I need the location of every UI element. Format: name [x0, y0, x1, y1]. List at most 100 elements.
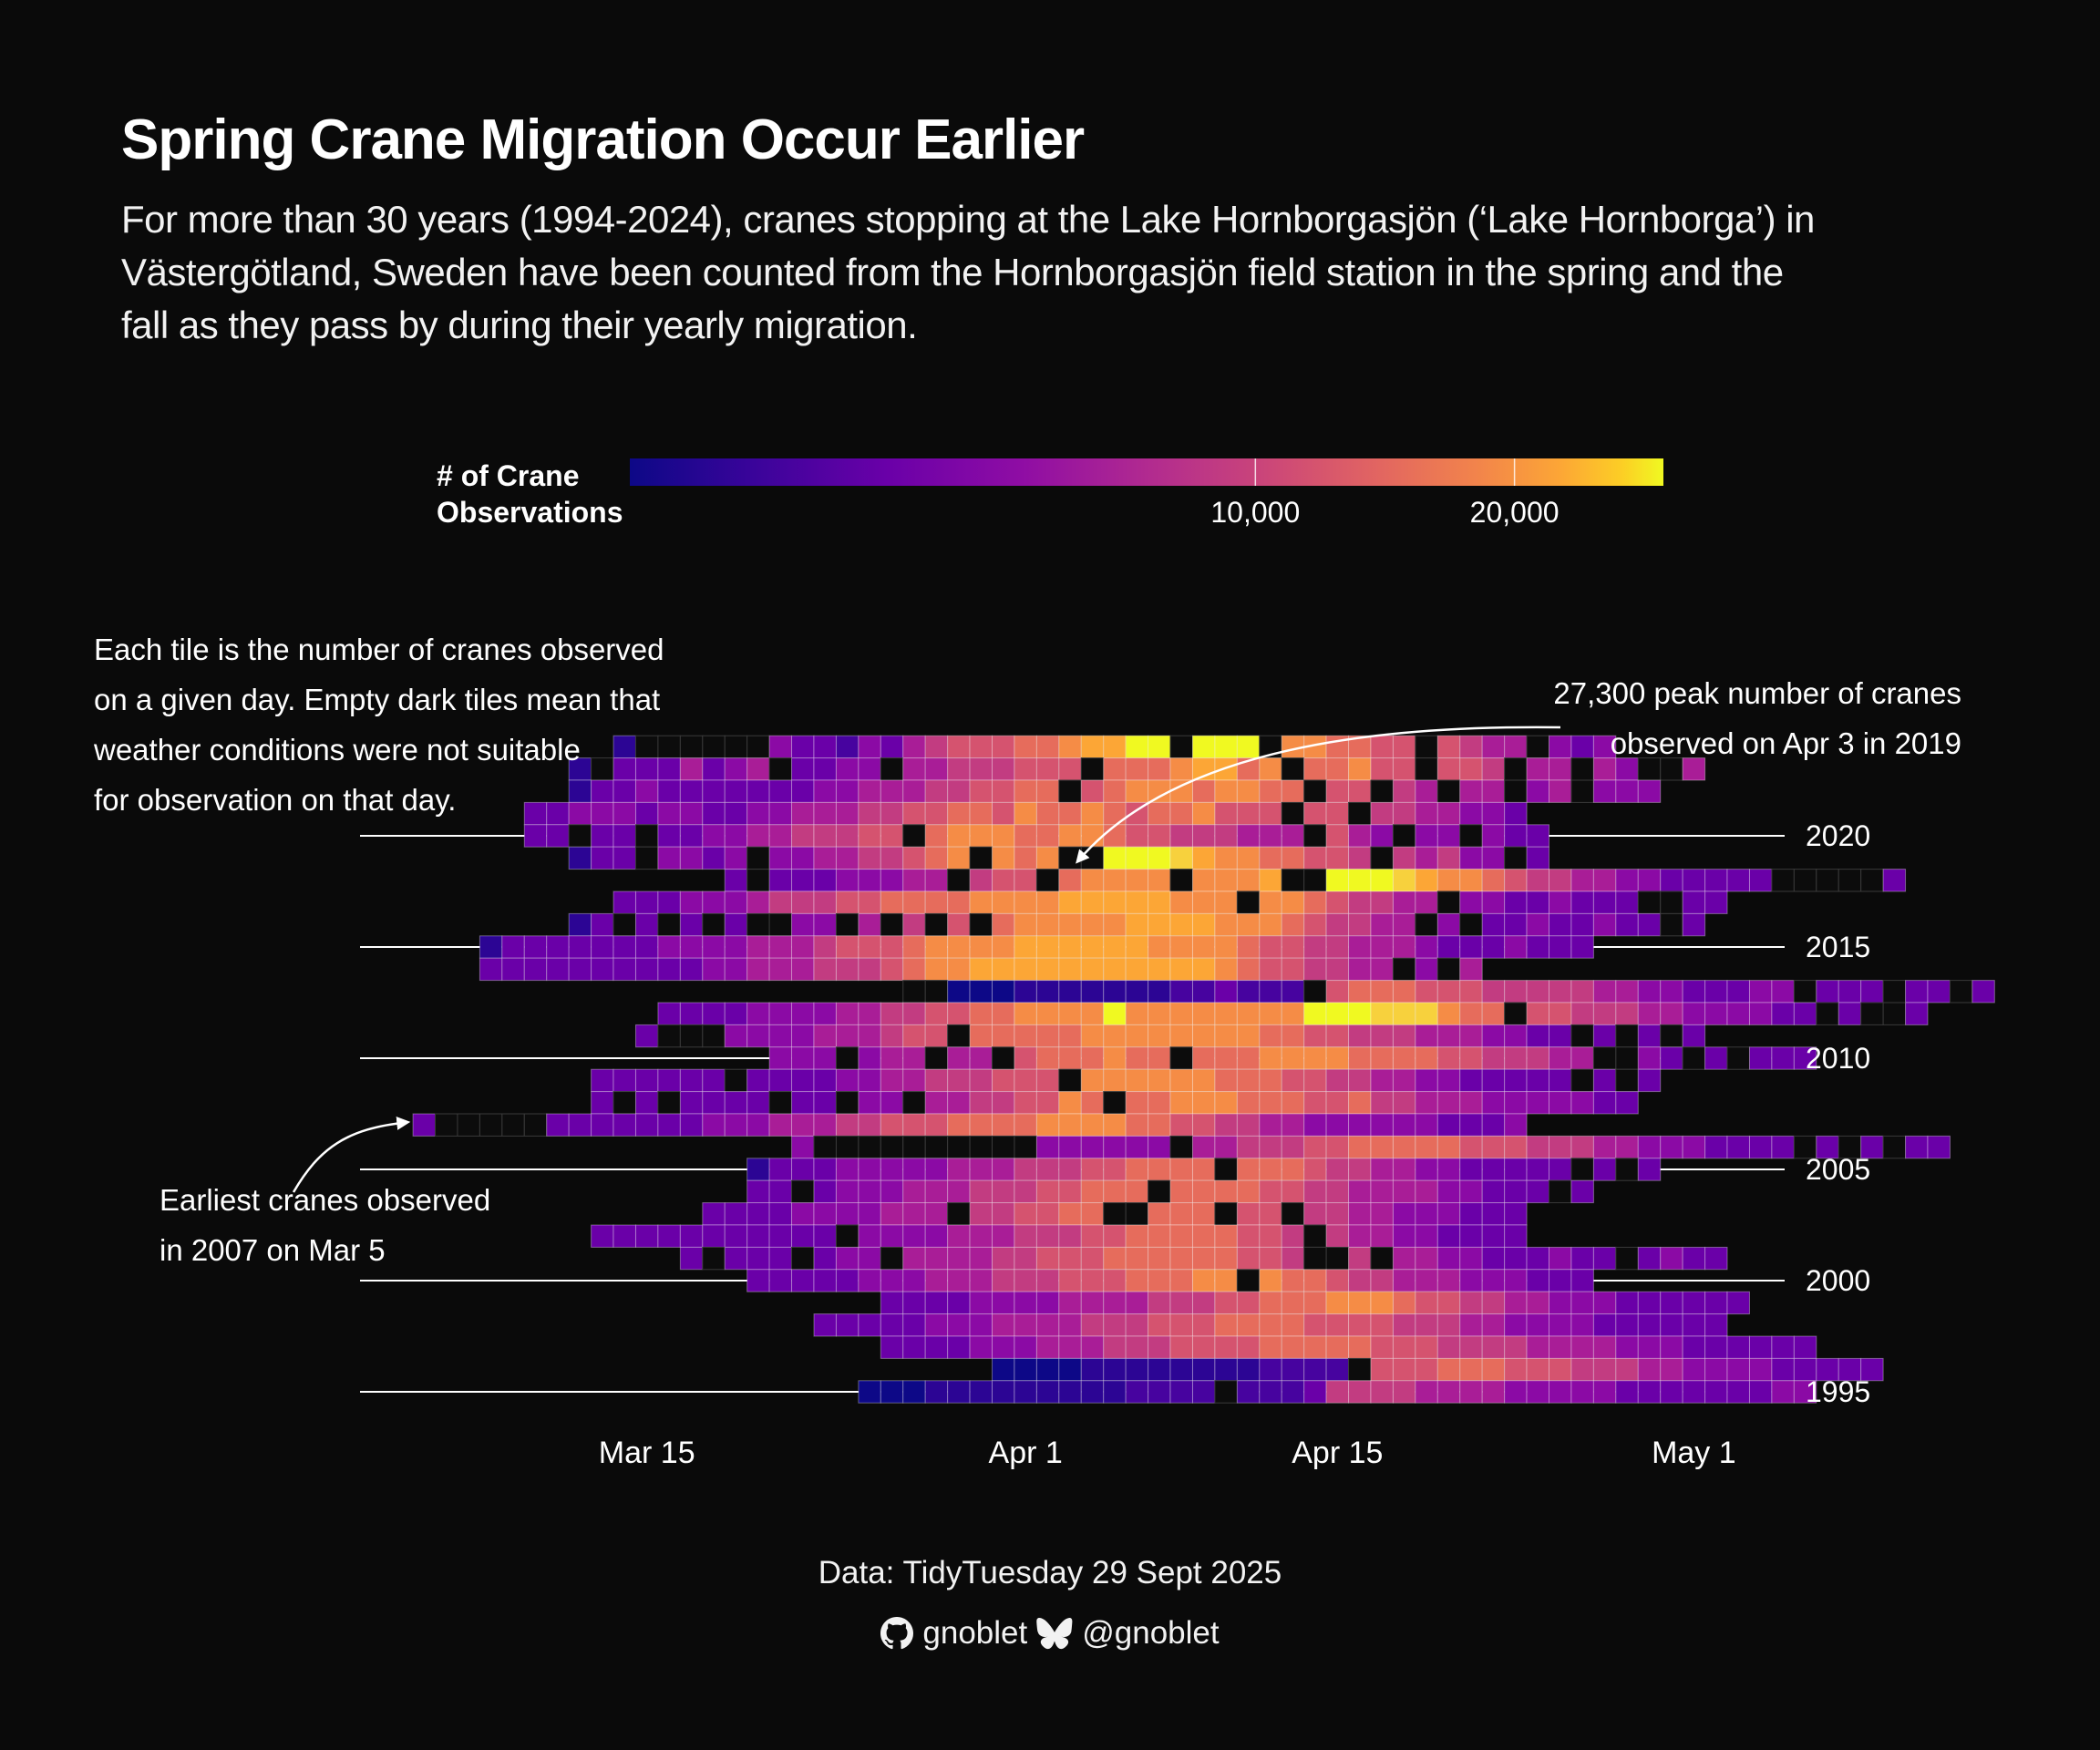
heatmap-tile — [568, 846, 592, 870]
heatmap-tile — [1526, 1024, 1550, 1048]
heatmap-tile — [591, 846, 614, 870]
heatmap-tile — [880, 1291, 904, 1315]
heatmap-tile — [1392, 801, 1416, 826]
heatmap-tile — [1125, 735, 1149, 759]
heatmap-tile — [902, 1158, 926, 1181]
heatmap-tile — [1682, 1291, 1706, 1315]
heatmap-tile — [768, 735, 793, 759]
heatmap-tile — [724, 779, 748, 803]
heatmap-tile — [1148, 846, 1171, 870]
heatmap-tile — [924, 1002, 949, 1025]
heatmap-tile — [1058, 824, 1082, 848]
heatmap-tile — [813, 1002, 837, 1025]
heatmap-tile — [1481, 1024, 1506, 1048]
heatmap-tile — [813, 1135, 837, 1159]
heatmap-tile — [657, 846, 681, 870]
heatmap-tile — [1370, 1158, 1394, 1181]
heatmap-tile — [924, 1269, 949, 1292]
heatmap-tile — [1191, 1224, 1216, 1248]
heatmap-tile — [679, 846, 704, 870]
heatmap-tile — [1169, 1068, 1193, 1093]
heatmap-tile — [858, 1380, 881, 1404]
heatmap-tile — [858, 1113, 881, 1137]
heatmap-tile — [1615, 1135, 1639, 1159]
heatmap-tile — [902, 1179, 926, 1204]
heatmap-tile — [591, 779, 614, 803]
heatmap-tile — [1415, 1313, 1438, 1337]
heatmap-tile — [1080, 1091, 1105, 1115]
heatmap-tile — [746, 1024, 770, 1048]
heatmap-tile — [1459, 1313, 1483, 1337]
heatmap-tile — [1259, 1202, 1282, 1226]
heatmap-tile — [1526, 1380, 1550, 1404]
heatmap-tile — [835, 1313, 860, 1337]
heatmap-tiles — [412, 735, 1995, 1404]
heatmap-tile — [1303, 846, 1327, 870]
heatmap-tile — [724, 1002, 748, 1025]
heatmap-tile — [1570, 980, 1594, 1004]
heatmap-tile — [746, 801, 770, 826]
heatmap-tile — [591, 1068, 614, 1093]
heatmap-tile — [1436, 1002, 1461, 1025]
heatmap-tile — [612, 801, 636, 826]
heatmap-tile — [1325, 935, 1350, 959]
heatmap-tile — [1592, 1158, 1617, 1181]
heatmap-tile — [1504, 1158, 1528, 1181]
heatmap-tile — [1148, 890, 1171, 914]
heatmap-tile — [992, 824, 1015, 848]
heatmap-tile — [612, 912, 636, 937]
heatmap-tile — [1415, 1202, 1438, 1226]
heatmap-tile — [1236, 935, 1261, 959]
heatmap-tile — [1259, 1335, 1282, 1359]
heatmap-tile — [858, 1068, 881, 1093]
heatmap-tile — [1281, 1068, 1305, 1093]
heatmap-tile — [591, 824, 614, 848]
heatmap-tile — [1236, 1380, 1261, 1404]
heatmap-tile — [1436, 824, 1461, 848]
heatmap-tile — [1549, 1335, 1572, 1359]
heatmap-tile — [1303, 1158, 1327, 1181]
heatmap-tile — [1035, 801, 1060, 826]
heatmap-tile — [1504, 801, 1528, 826]
heatmap-tile — [1259, 1002, 1282, 1025]
heatmap-tile — [1905, 980, 1929, 1004]
heatmap-tile — [1370, 980, 1394, 1004]
heatmap-tile — [1549, 912, 1572, 937]
heatmap-tile — [1682, 1135, 1706, 1159]
heatmap-tile — [1035, 1135, 1060, 1159]
heatmap-tile — [902, 801, 926, 826]
heatmap-tile — [657, 1113, 681, 1137]
heatmap-tile — [1281, 1202, 1305, 1226]
heatmap-tile — [1526, 980, 1550, 1004]
heatmap-tile — [835, 1024, 860, 1048]
heatmap-tile — [1436, 980, 1461, 1004]
heatmap-tile — [1860, 869, 1884, 892]
heatmap-tile — [724, 801, 748, 826]
heatmap-tile — [746, 735, 770, 759]
heatmap-tile — [568, 824, 592, 848]
heatmap-tile — [1325, 1380, 1350, 1404]
heatmap-tile — [1526, 846, 1550, 870]
heatmap-tile — [1771, 1002, 1795, 1025]
heatmap-tile — [568, 757, 592, 781]
heatmap-tile — [1080, 1357, 1105, 1382]
heatmap-tile — [1058, 1246, 1082, 1271]
heatmap-tile — [1281, 890, 1305, 914]
heatmap-tile — [1436, 1135, 1461, 1159]
heatmap-tile — [835, 1046, 860, 1070]
heatmap-tile — [813, 935, 837, 959]
heatmap-tile — [1392, 779, 1416, 803]
heatmap-tile — [1169, 1202, 1193, 1226]
heatmap-tile — [634, 1224, 659, 1248]
heatmap-tile — [1014, 1024, 1037, 1048]
heatmap-tile — [1125, 1269, 1149, 1292]
heatmap-tile — [791, 890, 815, 914]
heatmap-tile — [902, 846, 926, 870]
heatmap-tile — [1035, 846, 1060, 870]
heatmap-tile — [992, 801, 1015, 826]
heatmap-tile — [1259, 1246, 1282, 1271]
heatmap-tile — [992, 1024, 1015, 1048]
legend-note-text: on a given day. Empty dark tiles mean th… — [94, 683, 660, 716]
heatmap-tile — [947, 935, 971, 959]
heatmap-tile — [992, 757, 1015, 781]
